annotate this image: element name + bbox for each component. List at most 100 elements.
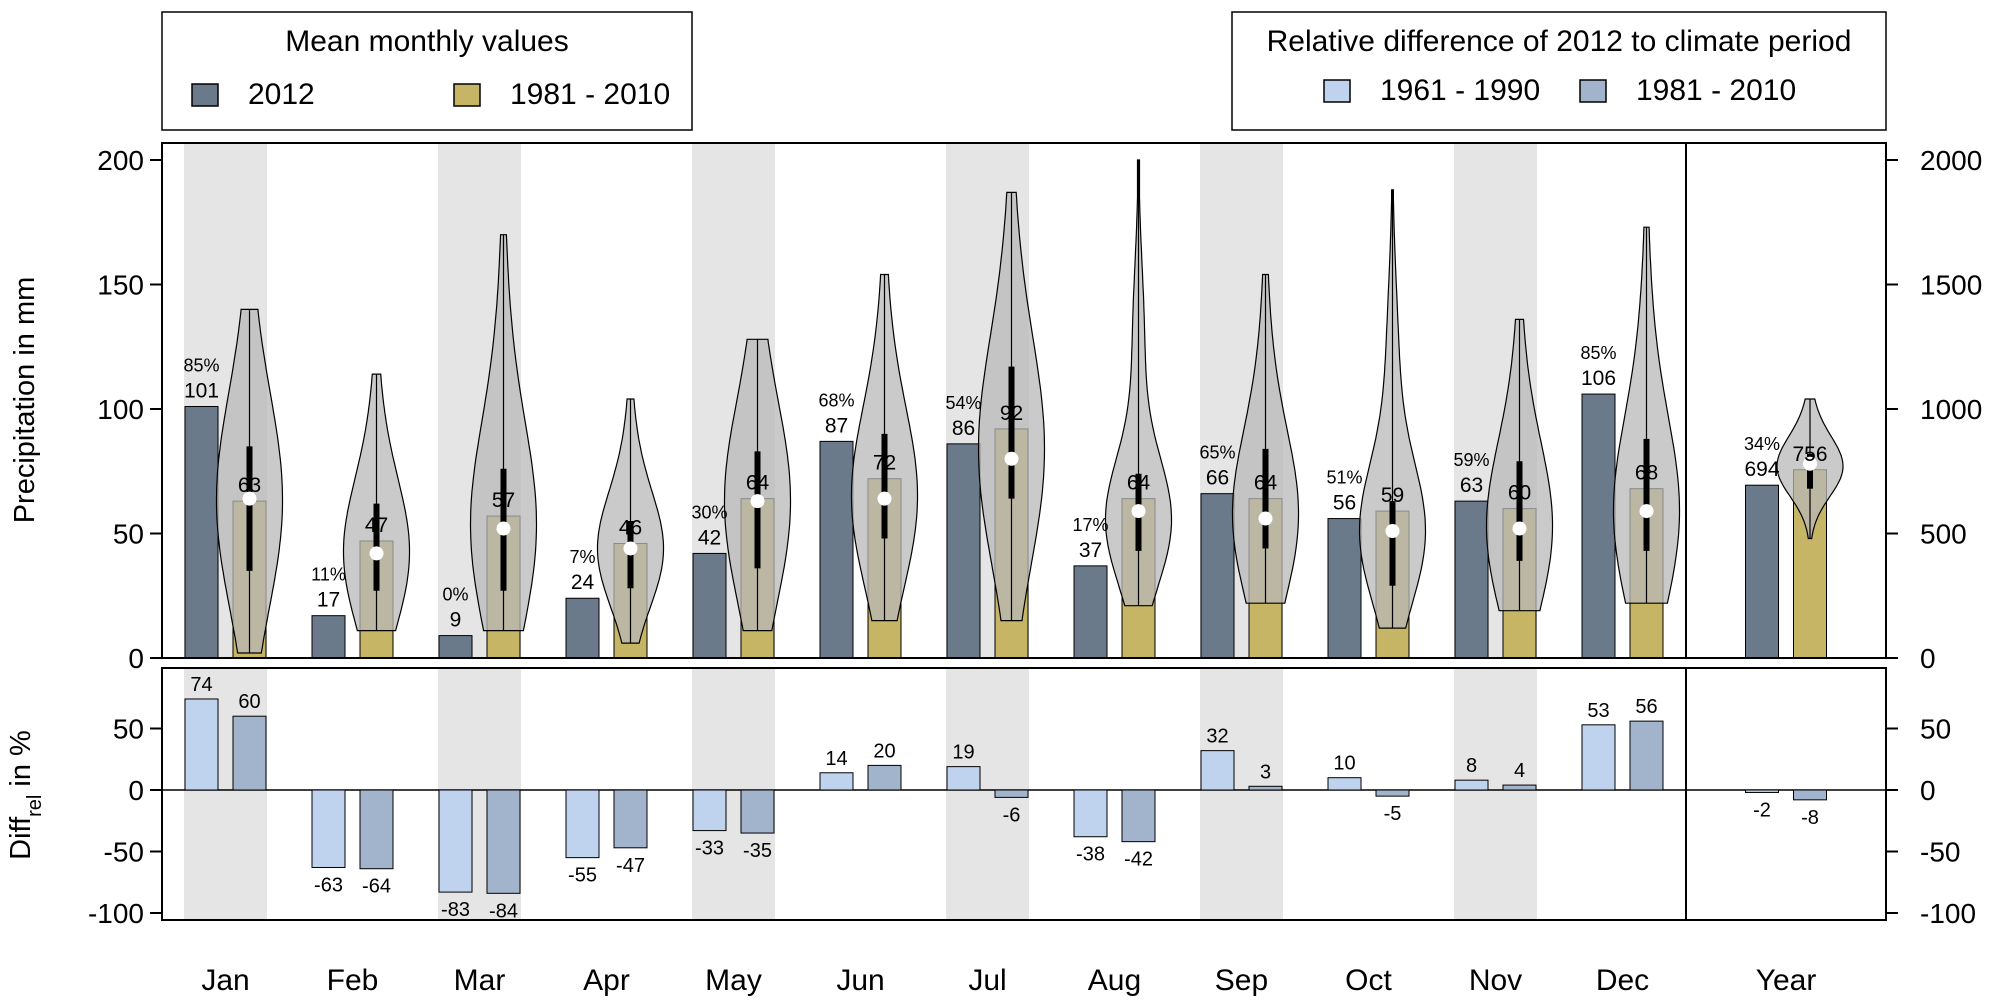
tick-label-left-bottom--50: -50	[104, 837, 144, 868]
diff-bar-8110-Nov-label: 4	[1514, 760, 1525, 782]
percent-label-May: 30%	[691, 502, 727, 522]
percent-label-Feb: 11%	[311, 565, 346, 585]
legend-right-swatch-0	[1323, 79, 1351, 103]
diff-bar-6190-Mar-label: -83	[441, 899, 470, 921]
violin-Aug-median	[1131, 504, 1146, 519]
diff-bar-6190-Oct	[1327, 777, 1362, 791]
top-y-axis-title: Precipitation in mm	[9, 277, 41, 524]
diff-bar-6190-Sep	[1200, 750, 1235, 791]
axis-title-main: Diff	[5, 816, 37, 860]
violin-Jul-median	[1004, 451, 1019, 466]
value-label-2012-Aug: 37	[1079, 539, 1102, 562]
diff-bar-8110-Mar-label: -84	[489, 900, 518, 922]
tick-label-right-bottom--50: -50	[1920, 837, 1960, 868]
violin-Mar-median	[496, 521, 511, 536]
tick-label-left-top-100: 100	[97, 394, 144, 425]
diff-bar-6190-Dec	[1581, 724, 1616, 791]
value-label-clim-Apr: 46	[619, 516, 642, 539]
legend-left-label-0: 2012	[248, 78, 315, 111]
diff-bar-6190-May	[692, 789, 727, 832]
diff-bar-8110-Apr	[613, 789, 648, 849]
diff-bar-8110-Aug	[1121, 789, 1156, 843]
diff-bar-8110-Nov	[1502, 784, 1537, 791]
month-label-Oct: Oct	[1345, 964, 1392, 997]
violin-Jan-median	[242, 491, 257, 506]
legend-right-label-1: 1981 - 2010	[1636, 74, 1796, 107]
diff-bar-6190-Dec-label: 53	[1587, 700, 1609, 722]
value-label-2012-Nov: 63	[1460, 474, 1483, 497]
violin-Sep-median	[1258, 511, 1273, 526]
diff-bar-8110-Oct	[1375, 789, 1410, 797]
percent-label-Jul: 54%	[945, 393, 981, 413]
top-panel-frame	[161, 142, 1887, 659]
month-label-Jan: Jan	[201, 964, 249, 997]
value-label-clim-Jun: 72	[873, 452, 896, 475]
month-band-bottom-Sep	[1200, 668, 1283, 920]
diff-bar-6190-May-label: -33	[695, 838, 724, 860]
value-label-clim-Mar: 57	[492, 489, 515, 512]
diff-bar-8110-Oct-label: -5	[1384, 803, 1402, 825]
bar-2012-Feb	[311, 615, 346, 659]
violin-Feb-median	[369, 546, 384, 561]
diff-bar-8110-Dec	[1629, 720, 1664, 791]
diff-bar-6190-Jun-label: 14	[825, 748, 847, 770]
diff-bar-8110-Jul-label: -6	[1003, 804, 1021, 826]
value-label-clim-Sep: 64	[1254, 472, 1278, 495]
diff-bar-6190-Feb-label: -63	[314, 874, 343, 896]
value-label-clim-year: 756	[1792, 443, 1827, 466]
diff-bar-8110-May	[740, 789, 775, 834]
diff-bar-8110-Jun-label: 20	[873, 740, 895, 762]
bottom-y-axis-title: Diffrel in %	[5, 730, 46, 860]
tick-label-right-top-1000: 1000	[1920, 394, 1982, 425]
tick-label-left-bottom-0: 0	[128, 775, 144, 806]
bar-2012-Oct	[1327, 518, 1362, 659]
bar-2012-Aug	[1073, 565, 1108, 659]
diff-bar-6190-Jul-label: 19	[952, 742, 974, 764]
diff-bar-8110-Jul	[994, 789, 1029, 798]
value-label-2012-Jul: 86	[952, 417, 975, 440]
violin-Nov-median	[1512, 521, 1527, 536]
percent-label-Jan: 85%	[183, 356, 219, 376]
value-label-2012-Jun: 87	[825, 414, 848, 437]
tick-label-right-bottom-50: 50	[1920, 714, 1951, 745]
tick-label-right-top-500: 500	[1920, 519, 1967, 550]
violin-Oct-median	[1385, 524, 1400, 539]
month-label-Dec: Dec	[1596, 964, 1649, 997]
diff-bar-8110-May-label: -35	[743, 840, 772, 862]
legend-right-swatch-1	[1579, 79, 1607, 103]
bar-2012-Apr	[565, 597, 600, 659]
value-label-clim-Feb: 47	[365, 514, 388, 537]
value-label-clim-May: 64	[746, 472, 770, 495]
bar-2012-Mar	[438, 635, 473, 659]
month-label-Apr: Apr	[583, 964, 630, 997]
diff-bar-8110-Sep	[1248, 785, 1283, 791]
legends: Mean monthly values 2012 1981 - 2010 Relati…	[161, 11, 1887, 131]
value-label-2012-Sep: 66	[1206, 467, 1229, 490]
axis-title-suffix: in %	[5, 730, 37, 794]
diff-bar-8110-Aug-label: -42	[1124, 849, 1153, 871]
value-label-clim-Dec: 68	[1635, 462, 1658, 485]
value-label-clim-Jan: 63	[238, 474, 261, 497]
value-label-clim-Nov: 60	[1508, 482, 1531, 505]
diff-bar-8110-Feb	[359, 789, 394, 870]
diff-bar-8110-Jan	[232, 715, 267, 791]
value-label-2012-Oct: 56	[1333, 492, 1356, 515]
value-label-clim-Aug: 64	[1127, 472, 1151, 495]
diff-bar-6190-Mar	[438, 789, 473, 893]
month-label-Aug: Aug	[1088, 964, 1141, 997]
legend-left-box	[161, 11, 693, 131]
tick-label-left-top-0: 0	[128, 643, 144, 674]
bar-2012-May	[692, 552, 727, 659]
bar-2012-Jan	[184, 406, 219, 659]
tick-label-left-top-200: 200	[97, 145, 144, 176]
percent-label-Jun: 68%	[818, 390, 854, 410]
month-label-Feb: Feb	[327, 964, 379, 997]
violin-Apr-median	[623, 541, 638, 556]
month-label-Mar: Mar	[454, 964, 506, 997]
legend-right-title: Relative difference of 2012 to climate p…	[1267, 25, 1852, 58]
diff-bar-6190-Nov	[1454, 779, 1489, 791]
value-label-2012-Dec: 106	[1581, 367, 1616, 390]
month-label-Sep: Sep	[1215, 964, 1268, 997]
